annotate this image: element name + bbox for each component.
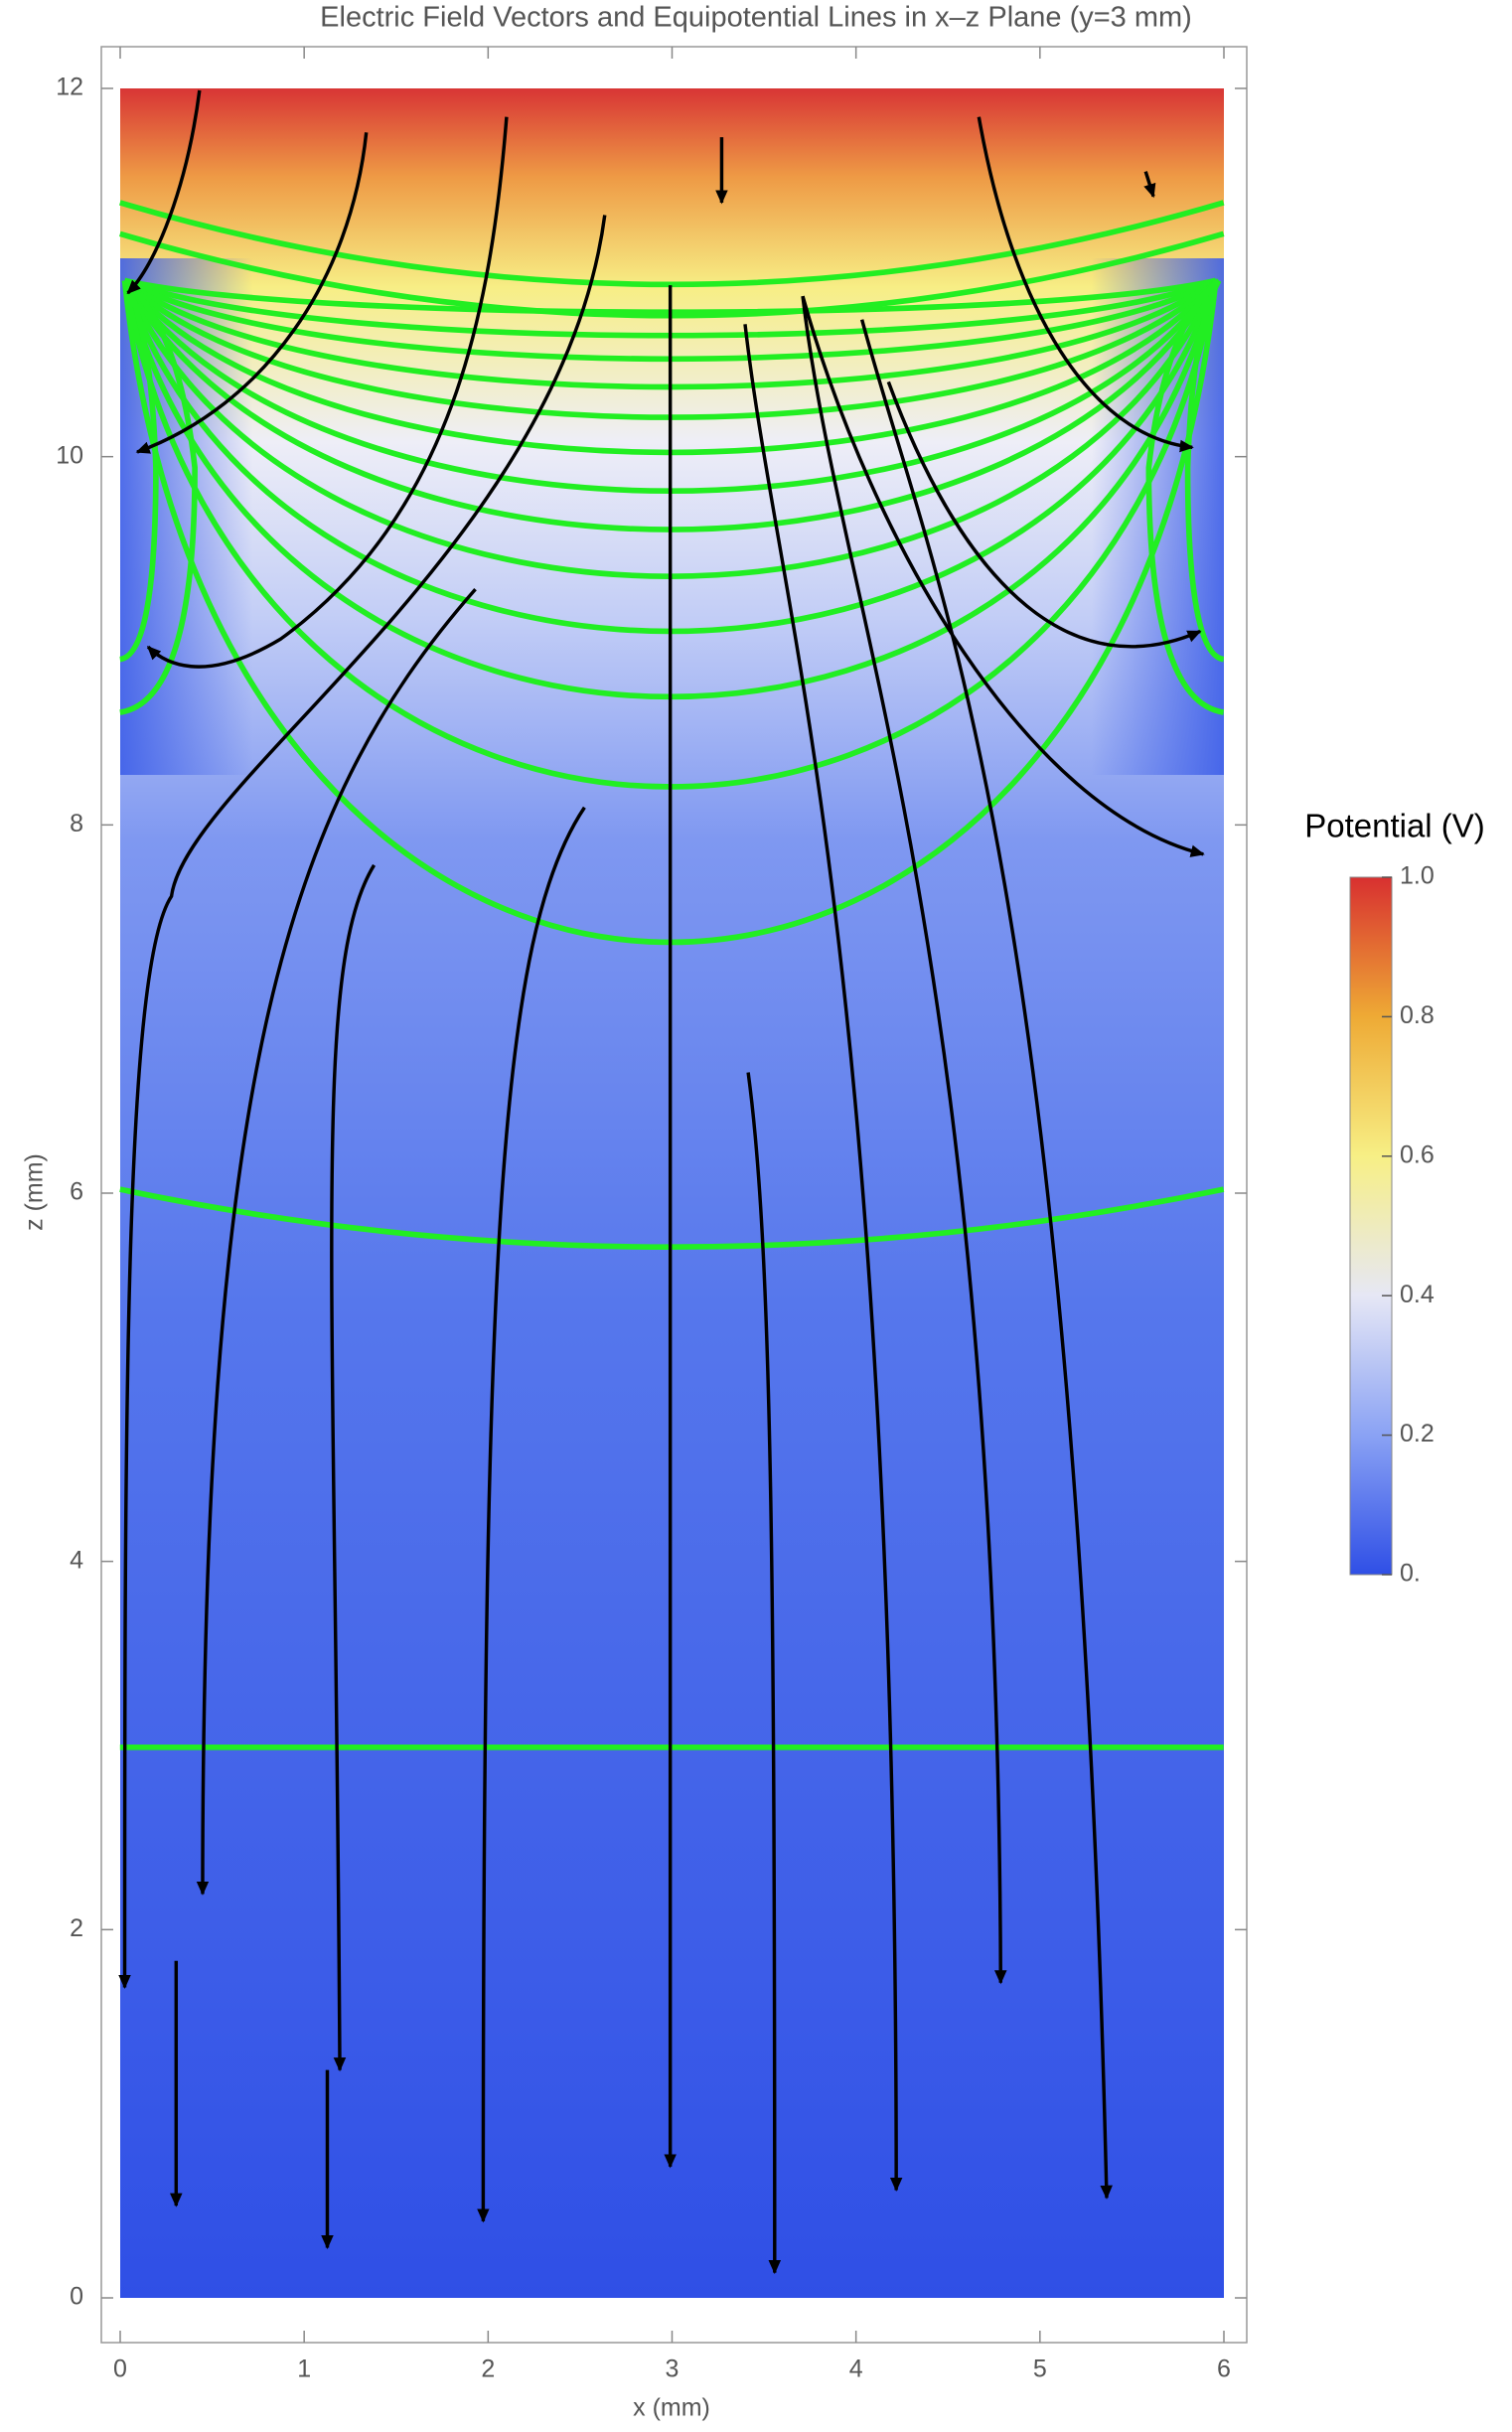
x-tick-label: 6 [1217, 2356, 1231, 2383]
x-axis-label: x (mm) [633, 2394, 710, 2422]
y-tick-label: 4 [70, 1546, 83, 1574]
colorbar-tick-label: 0.6 [1400, 1140, 1435, 1168]
x-tick-label: 1 [297, 2356, 311, 2383]
y-tick-label: 8 [70, 810, 83, 837]
colorbar-tick-label: 0.2 [1400, 1420, 1435, 1447]
colorbar-tick-label: 0.8 [1400, 1001, 1435, 1029]
y-tick-label: 6 [70, 1178, 83, 1206]
x-tick-label: 3 [666, 2356, 680, 2383]
colorbar-tick-label: 0.4 [1400, 1281, 1435, 1308]
x-tick-label: 5 [1033, 2356, 1047, 2383]
y-tick-label: 2 [70, 1914, 83, 1942]
field-lines [118, 89, 1205, 2275]
chart-title: Electric Field Vectors and Equipotential… [320, 2, 1192, 34]
colorbar-tick-label: 0. [1400, 1560, 1421, 1588]
y-tick-label: 0 [70, 2283, 83, 2311]
plot-overlay [118, 89, 1225, 2275]
frame [100, 46, 1248, 2344]
y-tick-label: 12 [56, 74, 83, 101]
y-tick-label: 10 [56, 441, 83, 469]
y-axis-label: z (mm) [21, 1153, 49, 1231]
x-tick-label: 4 [849, 2356, 863, 2383]
colorbar-tick-label: 1.0 [1400, 862, 1435, 890]
x-tick-label: 2 [481, 2356, 495, 2383]
colorbar [1349, 876, 1393, 1576]
colorbar-title: Potential (V) [1304, 808, 1485, 844]
x-tick-label: 0 [113, 2356, 127, 2383]
